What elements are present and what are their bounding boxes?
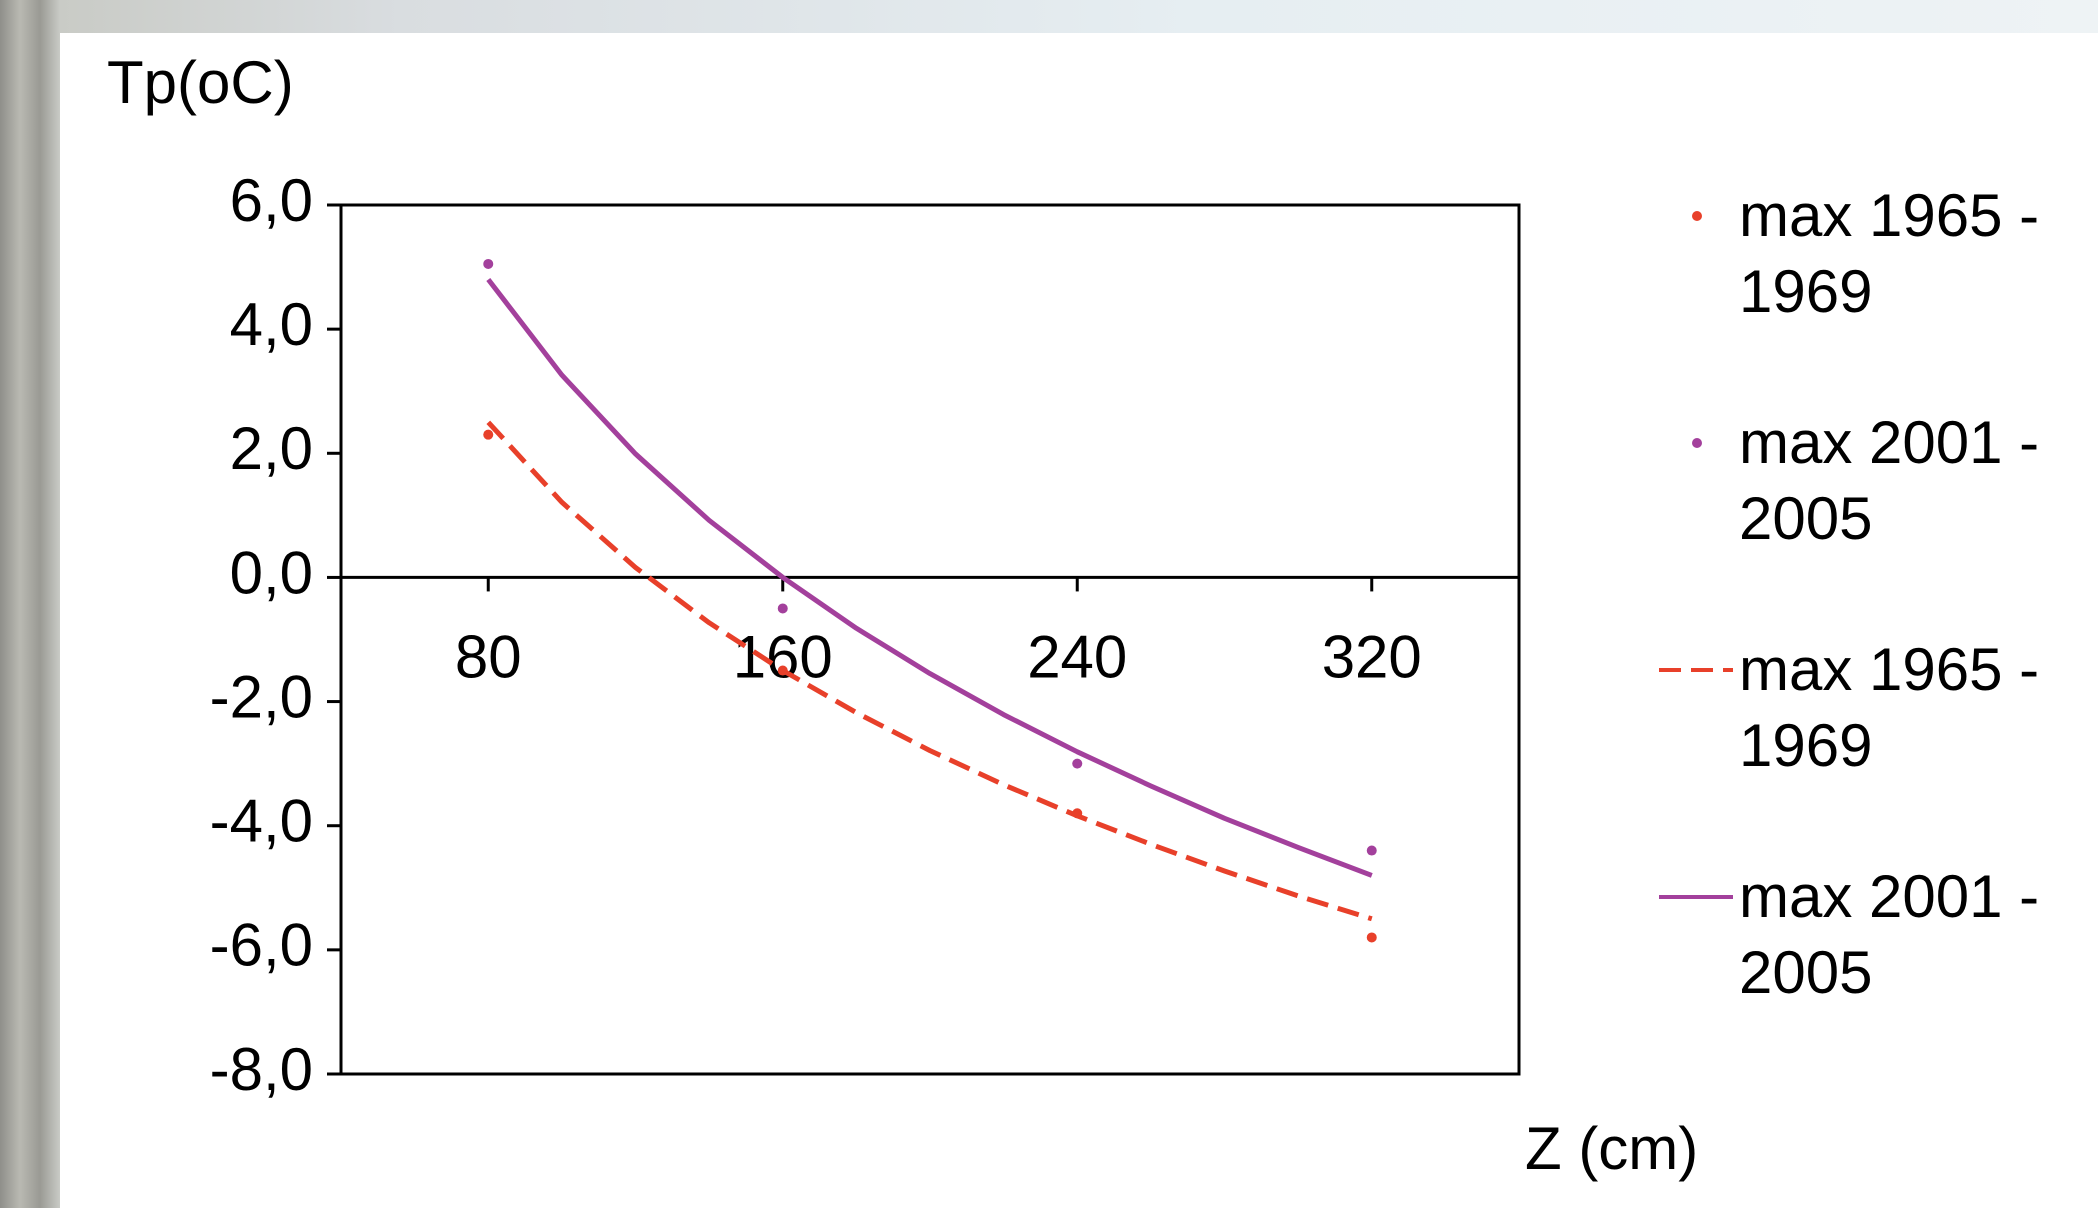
legend-key bbox=[1659, 178, 1735, 254]
y-tick-label: -8,0 bbox=[210, 1036, 313, 1103]
legend-marker bbox=[1692, 211, 1702, 221]
legend-label: max 2001 - 2005 bbox=[1739, 405, 2084, 557]
y-axis-label: Tp(oC) bbox=[107, 49, 294, 116]
legend: max 1965 - 1969 max 2001 - 2005 max 1965 -… bbox=[1739, 178, 2084, 1086]
x-tick-label: 80 bbox=[455, 623, 522, 690]
y-tick-label: -2,0 bbox=[210, 663, 313, 730]
legend-label: max 1965 - 1969 bbox=[1739, 632, 2084, 784]
y-tick-label: 4,0 bbox=[230, 291, 313, 358]
legend-label: max 1965 - 1969 bbox=[1739, 178, 2084, 330]
legend-entry: max 1965 - 1969 bbox=[1739, 178, 2084, 405]
y-tick-label: 2,0 bbox=[230, 415, 313, 482]
data-point bbox=[1367, 932, 1377, 942]
legend-marker bbox=[1692, 438, 1702, 448]
y-tick-label: -4,0 bbox=[210, 788, 313, 855]
x-axis-label: Z (cm) bbox=[1525, 1115, 1698, 1182]
legend-key bbox=[1659, 405, 1735, 481]
x-tick-label: 320 bbox=[1322, 623, 1422, 690]
legend-label: max 2001 - 2005 bbox=[1739, 859, 2084, 1011]
legend-entry: max 1965 - 1969 bbox=[1739, 632, 2084, 859]
x-tick-label: 240 bbox=[1027, 623, 1127, 690]
legend-entry: max 2001 - 2005 bbox=[1739, 405, 2084, 632]
data-point bbox=[483, 430, 493, 440]
data-point bbox=[483, 259, 493, 269]
trend-line bbox=[488, 422, 1372, 919]
legend-entry: max 2001 - 2005 bbox=[1739, 859, 2084, 1086]
data-point bbox=[1072, 759, 1082, 769]
y-tick-label: 6,0 bbox=[230, 167, 313, 234]
data-point bbox=[1367, 846, 1377, 856]
legend-key bbox=[1659, 632, 1735, 708]
page: {"chart_data": {"type": "scatter", "y_la… bbox=[0, 0, 2098, 1208]
y-tick-label: -6,0 bbox=[210, 912, 313, 979]
x-tick-label: 160 bbox=[733, 623, 833, 690]
legend-key bbox=[1659, 859, 1735, 935]
data-point bbox=[778, 603, 788, 613]
y-tick-label: 0,0 bbox=[230, 539, 313, 606]
